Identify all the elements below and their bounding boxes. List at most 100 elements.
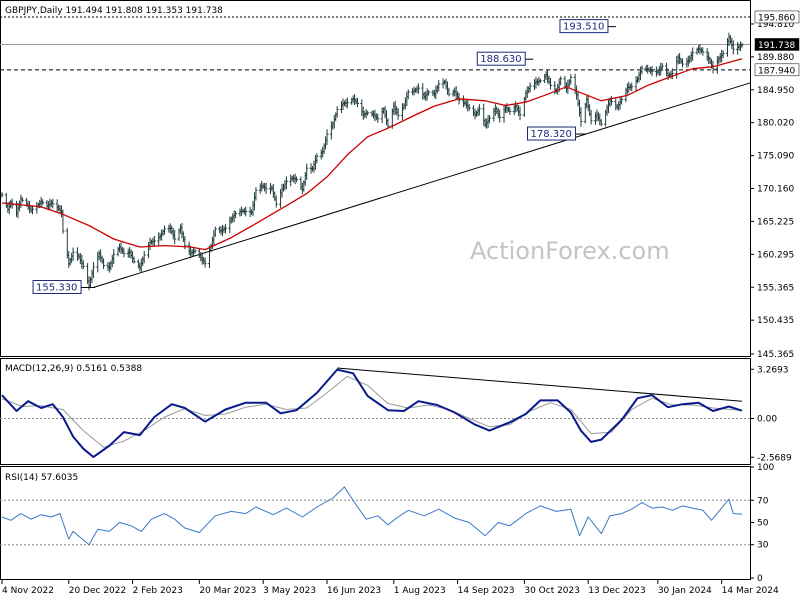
ohlc-bar — [447, 87, 451, 97]
moving-average-line — [1, 58, 743, 251]
macd-signal-line — [1, 375, 743, 448]
ohlc-bar — [528, 82, 532, 93]
y-tick-label: 0.00 — [757, 415, 777, 425]
annotation-box — [559, 19, 609, 34]
x-tick-label: 30 Oct 2023 — [524, 586, 580, 596]
y-tick-label: 0 — [757, 574, 763, 584]
ohlc-bar — [122, 247, 126, 258]
ohlc-bar — [305, 163, 309, 180]
price-box-label: 191.738 — [758, 41, 795, 51]
y-tick-label: 145.365 — [757, 350, 794, 360]
ohlc-bar — [437, 80, 441, 92]
ohlc-bar — [548, 77, 552, 90]
rsi-header: RSI(14) 57.6035 — [5, 473, 78, 483]
x-tick-label: 4 Nov 2022 — [2, 586, 54, 596]
ohlc-bar — [51, 198, 55, 209]
ohlc-bar — [498, 109, 502, 123]
macd-header: MACD(12,26,9) 0.5161 0.5388 — [5, 364, 142, 374]
ohlc-bar — [335, 106, 339, 118]
rsi-line — [1, 486, 743, 546]
y-tick-label: 170.160 — [757, 184, 794, 194]
y-tick-label: 175.090 — [757, 152, 794, 162]
x-tick-label: 20 Mar 2023 — [199, 586, 256, 596]
annotation-label: 188.630 — [480, 54, 521, 65]
ohlc-bar — [467, 103, 471, 111]
ohlc-bar — [244, 206, 248, 217]
y-tick-label: 30 — [757, 541, 769, 551]
price-header: GBPJPY,Daily 191.494 191.808 191.353 191… — [5, 6, 223, 16]
annotation-box — [32, 279, 82, 294]
ohlc-bar — [132, 256, 136, 264]
ohlc-bar — [721, 50, 725, 59]
annotation-box — [526, 126, 576, 141]
ohlc-bar — [295, 176, 299, 183]
ohlc-bar — [193, 248, 197, 254]
ohlc-bar — [112, 248, 116, 265]
annotation-label: 178.320 — [530, 129, 571, 140]
x-tick-label: 14 Sep 2023 — [458, 586, 515, 596]
ohlc-bar — [660, 63, 664, 72]
y-tick-label: 165.225 — [757, 217, 794, 227]
ohlc-bar — [20, 196, 24, 203]
ohlc-bar — [569, 74, 573, 85]
ohlc-bar — [630, 82, 634, 92]
ohlc-bar — [213, 226, 217, 237]
ohlc-bar — [579, 107, 583, 127]
ohlc-bar — [740, 42, 744, 48]
x-tick-label: 14 Mar 2024 — [722, 586, 779, 596]
ohlc-bar — [589, 110, 593, 125]
y-tick-label: 160.295 — [757, 250, 794, 260]
ohlc-bar — [223, 223, 227, 234]
y-tick-label: 180.020 — [757, 119, 794, 129]
ohlc-bar — [284, 176, 288, 190]
price-box-label: 195.860 — [758, 13, 795, 23]
price-panel: 194.810 189.880 184.950 180.020 175.090 170.1… — [0, 10, 800, 360]
ohlc-bar — [91, 261, 95, 279]
ohlc-bar — [81, 260, 85, 270]
watermark: ActionForex.com — [470, 237, 670, 265]
ohlc-bar — [41, 199, 45, 206]
ohlc-bar — [264, 182, 268, 194]
price-panel-frame — [0, 0, 751, 357]
price-box-label: 187.940 — [758, 66, 795, 76]
ohlc-bar — [488, 115, 492, 124]
ohlc-bar — [254, 187, 258, 201]
ohlc-bar — [396, 108, 400, 120]
y-tick-label: -2.5689 — [757, 453, 792, 463]
ohlc-bar — [559, 76, 563, 86]
y-tick-label: 3.2693 — [757, 365, 789, 375]
ohlc-bar — [731, 40, 735, 55]
annotation-label: 155.330 — [36, 282, 77, 293]
ohlc-bar — [152, 235, 156, 247]
ohlc-bar — [427, 90, 431, 96]
macd-line — [1, 368, 743, 458]
macd-panel-frame — [0, 358, 751, 465]
ohlc-bar — [325, 129, 329, 145]
ohlc-bar — [142, 250, 146, 264]
ohlc-bar — [406, 89, 410, 100]
support-trendline — [93, 82, 751, 288]
macd-panel: 3.2693 0.00 -2.5689 — [0, 365, 792, 463]
ohlc-bar — [599, 119, 603, 127]
y-tick-label: 100 — [757, 463, 774, 473]
y-tick-label: 150.435 — [757, 316, 794, 326]
ohlc-bar — [416, 83, 420, 94]
x-tick-label: 1 Aug 2023 — [394, 586, 446, 596]
ohlc-bar — [681, 58, 685, 68]
x-tick-label: 13 Dec 2023 — [588, 586, 646, 596]
ohlc-bar — [355, 98, 359, 108]
price-box — [754, 10, 800, 24]
y-tick-label: 50 — [757, 519, 769, 529]
ohlc-bar — [234, 210, 238, 219]
ohlc-bar — [376, 113, 380, 123]
ohlc-bar — [345, 97, 349, 109]
x-tick-label: 30 Jan 2024 — [658, 586, 712, 596]
x-tick-label: 16 Jun 2023 — [327, 586, 381, 596]
ohlc-bar — [477, 104, 481, 116]
ohlc-bars — [0, 32, 744, 291]
ohlc-bar — [620, 97, 624, 105]
ohlc-bar — [691, 47, 695, 61]
ohlc-bar — [173, 230, 177, 245]
ohlc-bar — [274, 195, 278, 208]
macd-trendline — [337, 367, 743, 402]
